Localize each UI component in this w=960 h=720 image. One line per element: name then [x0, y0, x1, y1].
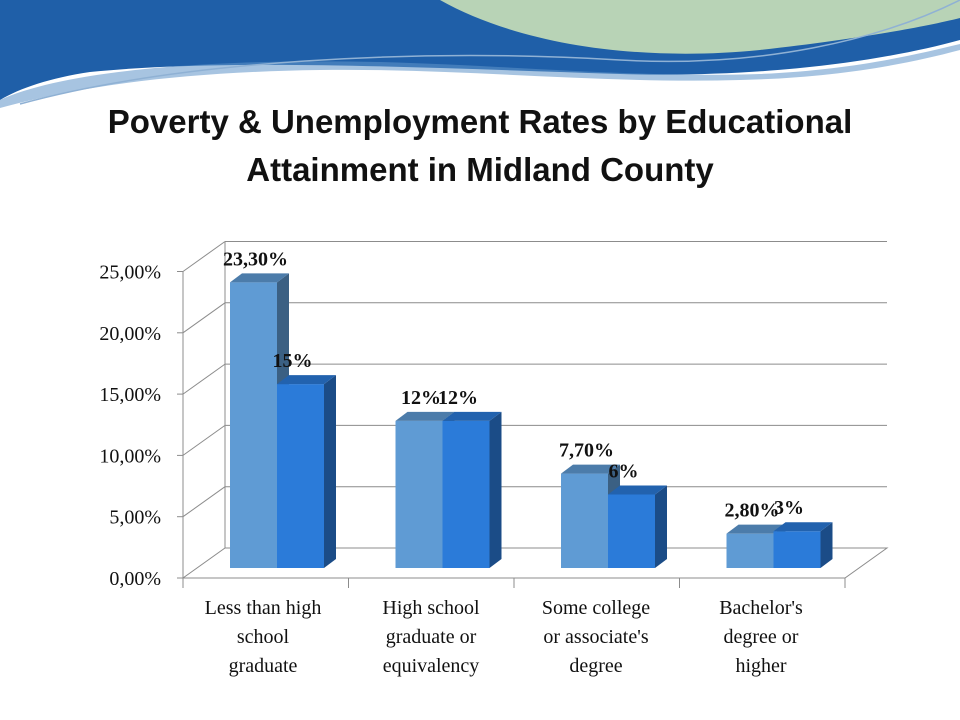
chart-bars [230, 273, 833, 568]
data-label: 6% [609, 460, 639, 482]
bar-front [230, 282, 277, 568]
data-label: 15% [273, 350, 313, 372]
bar-front [608, 494, 655, 568]
bar-top [608, 485, 667, 495]
chart-title-line-2: Attainment in Midland County [246, 151, 714, 188]
bar [442, 411, 502, 568]
x-tick-label-line: degree or [723, 626, 799, 648]
x-tick-label-line: Bachelor's [719, 597, 803, 619]
bar-front [277, 384, 324, 568]
banner-blue-wave [0, 0, 960, 100]
x-tick-label: High school graduate or equivalency [351, 594, 511, 681]
y-tick-label: 20,00% [99, 323, 161, 345]
x-tick-label: Less than high school graduate [183, 594, 343, 681]
bar-side [324, 375, 336, 568]
chart-title-line-1: Poverty & Unemployment Rates by Educatio… [107, 103, 853, 140]
gridline-side [182, 424, 226, 456]
x-tick-label-line: graduate or [385, 626, 477, 648]
bar-front [773, 531, 821, 568]
bar [277, 375, 336, 568]
y-tick-label: 10,00% [99, 445, 161, 467]
y-tick-label: 5,00% [109, 507, 161, 529]
bar-top [277, 375, 336, 385]
bar-front [442, 420, 490, 568]
data-label: 2,80% [725, 500, 780, 522]
bar-top [395, 411, 455, 421]
data-label: 3% [774, 497, 804, 519]
bar-top [773, 522, 833, 532]
bar-top [561, 464, 620, 474]
x-tick-label-line: higher [735, 655, 787, 677]
bar-top [442, 411, 502, 421]
bar [608, 485, 667, 568]
gridline-side [182, 241, 226, 272]
x-tick-label-line: degree [569, 655, 623, 677]
banner-light-wave [0, 44, 960, 108]
data-label: 12% [438, 387, 478, 409]
x-tick-label-line: equivalency [382, 655, 480, 677]
bar-top [726, 524, 786, 534]
bar-front [561, 473, 608, 568]
x-tick-label-line: High school [382, 597, 480, 619]
bar-side [820, 522, 833, 568]
bar-side [489, 411, 502, 568]
x-tick-label: Some college or associate's degree [516, 594, 676, 681]
y-axis-tick-labels: 0,00% 5,00% 10,00% 15,00% 20,00% 25,00% [99, 262, 161, 591]
bar-side [655, 485, 667, 568]
bar-front [726, 533, 774, 568]
x-tick-label-line: Less than high [204, 597, 322, 619]
y-tick-label: 15,00% [99, 384, 161, 406]
bar [773, 522, 833, 568]
data-labels: 23,30% 15% 12%12% 7,70%6% 2,80%3% [223, 248, 804, 521]
chart-floor [181, 547, 889, 579]
x-tick-label-line: school [236, 626, 290, 648]
data-label: 7,70% [559, 440, 614, 462]
x-tick-label-line: or associate's [543, 626, 649, 648]
gridline-side [182, 302, 226, 334]
bar-front [395, 420, 443, 568]
gridline-side [182, 363, 226, 395]
x-tick-label: Bachelor's degree or higher [681, 594, 841, 681]
bar-top [230, 273, 289, 283]
y-tick-label: 25,00% [99, 262, 161, 284]
x-tick-label-line: graduate [228, 655, 298, 677]
data-label: 23,30% [223, 248, 288, 270]
x-tick-label-line: Some college [541, 597, 651, 619]
data-label: 12% [401, 387, 441, 409]
gridline-side [182, 486, 226, 518]
chart-title: Poverty & Unemployment Rates by Educatio… [0, 98, 960, 194]
decorative-banner [0, 0, 960, 108]
y-tick-label: 0,00% [109, 568, 161, 590]
banner-thin-line [19, 0, 960, 105]
bar [726, 524, 786, 568]
